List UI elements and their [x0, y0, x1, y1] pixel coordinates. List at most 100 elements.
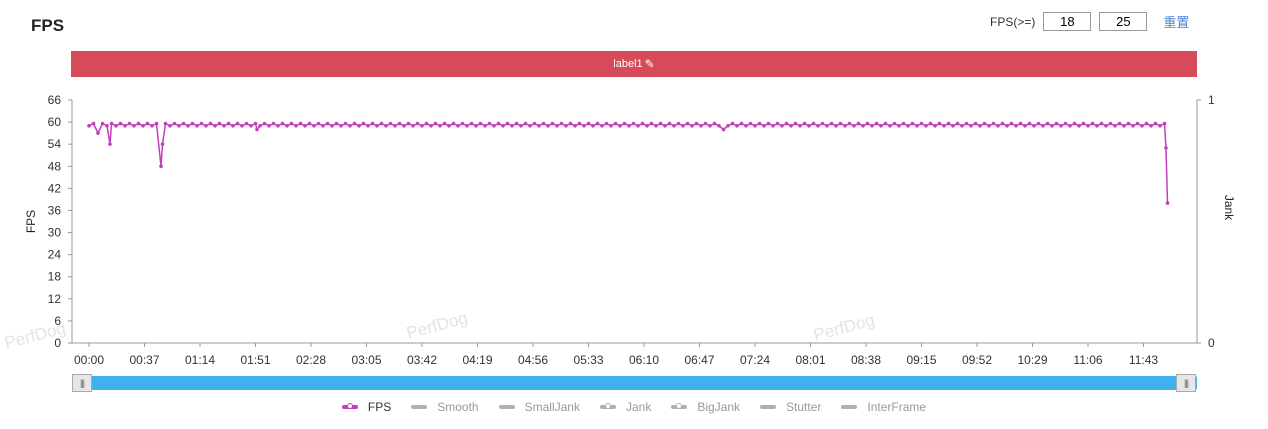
- fps-data-point: [1113, 123, 1117, 128]
- fps-data-point: [1144, 121, 1149, 126]
- x-tick-label: 09:52: [962, 353, 992, 367]
- fps-data-point: [523, 121, 528, 126]
- fps-data-point: [609, 123, 613, 128]
- fps-data-point: [406, 121, 411, 126]
- fps-data-point: [942, 123, 946, 128]
- fps-data-point: [397, 121, 402, 126]
- x-tick-label: 02:28: [296, 353, 326, 367]
- fps-data-point: [195, 123, 199, 128]
- legend-swatch: [341, 403, 358, 409]
- fps-data-point: [604, 121, 609, 126]
- fps-data-point: [892, 121, 897, 126]
- legend-item-jank[interactable]: Jank: [599, 400, 651, 414]
- fps-data-point: [1149, 123, 1153, 128]
- fps-data-point: [442, 121, 447, 126]
- fps-data-point: [1072, 121, 1077, 126]
- legend-label: FPS: [367, 400, 392, 414]
- fps-data-point: [681, 123, 685, 128]
- fps-data-point: [141, 123, 145, 128]
- fps-data-point: [798, 123, 802, 128]
- fps-data-point: [145, 121, 150, 126]
- x-tick-label: 09:15: [906, 353, 936, 367]
- fps-data-point: [753, 123, 757, 128]
- fps-data-point: [1032, 123, 1036, 128]
- y-right-tick-label: 0: [1208, 336, 1215, 350]
- x-tick-label: 06:47: [684, 353, 714, 367]
- fps-data-point: [334, 121, 339, 126]
- fps-data-point: [505, 121, 510, 126]
- fps-data-point: [982, 121, 987, 126]
- fps-data-point: [694, 121, 699, 126]
- legend-item-smalljank[interactable]: SmallJank: [498, 400, 580, 414]
- fps-data-point: [255, 127, 259, 132]
- fps-data-point: [1140, 123, 1144, 128]
- time-range-slider[interactable]: [72, 376, 1197, 390]
- fps-data-point: [384, 123, 388, 128]
- fps-data-point: [465, 123, 469, 128]
- fps-data-point: [969, 123, 973, 128]
- fps-data-point: [132, 123, 136, 128]
- fps-data-point: [249, 123, 253, 128]
- fps-data-point: [447, 123, 451, 128]
- legend-item-smooth[interactable]: Smooth: [411, 400, 479, 414]
- fps-data-point: [456, 123, 460, 128]
- x-tick-label: 05:33: [573, 353, 603, 367]
- fps-data-point: [870, 123, 874, 128]
- fps-data-point: [240, 123, 244, 128]
- legend-swatch: [498, 405, 515, 409]
- fps-data-point: [757, 121, 762, 126]
- legend-item-interframe[interactable]: InterFrame: [841, 400, 926, 414]
- slider-left-handle[interactable]: |||: [72, 374, 92, 392]
- fps-data-point: [154, 121, 159, 126]
- edit-pencil-icon[interactable]: ✎: [644, 57, 655, 71]
- fps-data-point: [1126, 121, 1131, 126]
- fps-threshold-input-1[interactable]: [1043, 12, 1092, 31]
- label-bar[interactable]: label1 ✎: [71, 51, 1197, 77]
- fps-threshold-input-2[interactable]: [1099, 12, 1148, 31]
- legend-swatch: [411, 405, 428, 409]
- fps-data-point: [973, 121, 978, 126]
- fps-data-point: [528, 123, 532, 128]
- legend-item-stutter[interactable]: Stutter: [760, 400, 821, 414]
- x-tick-label: 03:42: [407, 353, 437, 367]
- y-tick-label: 54: [48, 137, 62, 151]
- fps-data-point: [960, 123, 964, 128]
- fps-data-point: [348, 123, 352, 128]
- y-tick-label: 30: [48, 226, 62, 240]
- fps-data-point: [829, 121, 834, 126]
- fps-data-point: [924, 123, 928, 128]
- fps-data-point: [586, 121, 591, 126]
- fps-data-point: [987, 123, 991, 128]
- reset-button[interactable]: 重置: [1163, 15, 1190, 30]
- fps-data-point: [820, 121, 825, 126]
- legend-item-fps[interactable]: FPS: [341, 400, 392, 414]
- slider-right-handle[interactable]: |||: [1176, 374, 1196, 392]
- fps-data-point: [108, 142, 112, 146]
- fps-data-point: [460, 121, 465, 126]
- fps-data-point: [964, 121, 969, 126]
- fps-data-point: [928, 121, 933, 126]
- y-right-tick-label: 1: [1208, 93, 1215, 107]
- fps-data-point: [856, 121, 861, 126]
- x-tick-label: 11:43: [1129, 353, 1158, 367]
- fps-data-point: [276, 123, 280, 128]
- x-tick-label: 11:06: [1073, 353, 1102, 367]
- fps-data-point: [204, 123, 208, 128]
- fps-data-point: [717, 123, 721, 128]
- x-tick-label: 00:37: [129, 353, 159, 367]
- fps-data-point: [847, 121, 852, 126]
- y-tick-label: 66: [48, 93, 62, 107]
- fps-data-point: [897, 123, 901, 128]
- fps-data-point: [352, 121, 357, 126]
- fps-data-point: [654, 123, 658, 128]
- fps-data-point: [919, 121, 924, 126]
- fps-data-point: [1045, 121, 1050, 126]
- fps-data-point: [370, 121, 375, 126]
- fps-data-point: [865, 121, 870, 126]
- fps-data-point: [483, 123, 487, 128]
- fps-data-point: [712, 121, 717, 126]
- y-tick-label: 18: [48, 270, 62, 284]
- fps-data-point: [438, 123, 442, 128]
- legend-item-bigjank[interactable]: BigJank: [671, 400, 740, 414]
- fps-data-point: [330, 123, 334, 128]
